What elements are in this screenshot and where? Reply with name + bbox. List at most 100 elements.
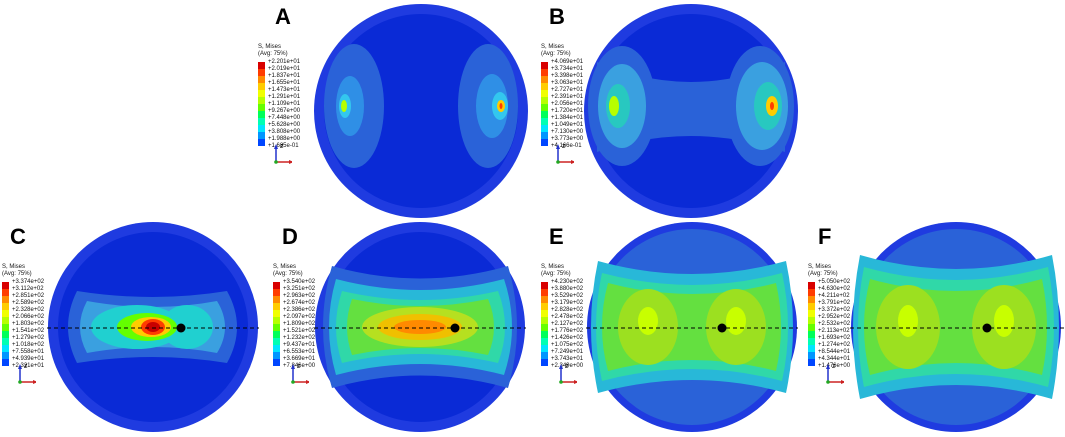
svg-text:z: z — [280, 143, 284, 150]
legend-swatch — [541, 345, 548, 352]
legend-swatch — [273, 352, 280, 359]
svg-text:z: z — [297, 363, 301, 370]
legend-swatch — [808, 345, 815, 352]
legend-value: +1.274e+02 — [818, 342, 851, 348]
legend-value: +9.437e+01 — [283, 342, 316, 348]
legend-value: +3.179e+02 — [551, 300, 584, 306]
legend-value: +2.391e+01 — [551, 94, 584, 100]
legend-swatch — [541, 282, 548, 289]
legend-swatch — [541, 317, 548, 324]
legend-swatch — [258, 125, 265, 132]
legend-value: +4.344e+01 — [818, 356, 851, 362]
legend-value: +2.727e+01 — [551, 87, 584, 93]
legend-value: +1.655e+01 — [268, 80, 301, 86]
legend-swatch — [541, 310, 548, 317]
contour-plot-d — [314, 222, 526, 432]
legend-value: +6.553e+01 — [283, 349, 316, 355]
legend-swatch — [808, 352, 815, 359]
legend-swatch — [273, 359, 280, 366]
legend-value: +1.049e+01 — [551, 122, 584, 128]
legend-title: S, Mises — [541, 264, 565, 270]
legend-title: S, Mises — [273, 264, 297, 270]
legend-b: S, Mises (Avg: 75%) +4.069e+01 +3.734e+01 +3… — [541, 44, 583, 150]
legend-value: +3.743e+01 — [551, 356, 584, 362]
legend-value: +2.963e+02 — [283, 293, 316, 299]
legend-swatch — [541, 90, 548, 97]
legend-value: +2.532e+02 — [818, 321, 851, 327]
legend-swatch — [808, 296, 815, 303]
legend-a: S, Mises (Avg: 75%) +2.201e+01 +2.019e+01 +1… — [258, 44, 300, 150]
legend-swatch — [258, 76, 265, 83]
legend-value: +3.773e+00 — [551, 136, 584, 142]
legend-value: +1.109e+01 — [268, 101, 301, 107]
legend-value: +3.734e+01 — [551, 66, 584, 72]
legend-value: +1.384e+01 — [551, 115, 584, 121]
legend-swatch — [541, 132, 548, 139]
legend-swatch — [541, 97, 548, 104]
legend-value: +1.988e+00 — [268, 136, 301, 142]
legend-swatch — [808, 338, 815, 345]
legend-swatch — [541, 296, 548, 303]
legend-swatch — [2, 289, 9, 296]
legend-value: +2.056e+01 — [551, 101, 584, 107]
contour-plot-a — [314, 4, 528, 218]
legend-value: +2.127e+02 — [551, 321, 584, 327]
legend-value: +3.808e+00 — [268, 129, 301, 135]
legend-value: +3.540e+02 — [283, 279, 316, 285]
legend-value: +7.249e+01 — [551, 349, 584, 355]
legend-swatch — [541, 324, 548, 331]
legend-swatch — [541, 83, 548, 90]
legend-value: +2.019e+01 — [268, 66, 301, 72]
legend-value: +7.846e+00 — [283, 363, 316, 369]
legend-value: +1.803e+02 — [12, 321, 45, 327]
legend-swatch — [273, 303, 280, 310]
legend-swatch — [2, 324, 9, 331]
legend-swatch — [808, 310, 815, 317]
legend-swatch — [541, 76, 548, 83]
contour-plot-c — [47, 222, 259, 432]
panel-label-c: C — [10, 224, 26, 249]
legend-value: +4.630e+02 — [818, 286, 851, 292]
axis-triad-b: z x — [556, 143, 574, 164]
legend-value: +3.374e+02 — [12, 279, 45, 285]
legend-value: +2.349e+00 — [551, 363, 584, 369]
legend-swatch — [273, 310, 280, 317]
legend-swatch — [258, 83, 265, 90]
contour-plot-b — [584, 4, 798, 218]
legend-value: +1.693e+02 — [818, 335, 851, 341]
legend-swatch — [258, 104, 265, 111]
legend-swatch — [273, 296, 280, 303]
svg-text:z: z — [565, 363, 569, 370]
legend-f: S, Mises (Avg: 75%) +5.050e+02 +4.630e+02 +4… — [808, 264, 850, 370]
legend-value: +5.050e+02 — [818, 279, 851, 285]
legend-value: +3.529e+02 — [551, 293, 584, 299]
legend-swatch — [258, 90, 265, 97]
legend-value: +4.069e+01 — [551, 59, 584, 65]
legend-value: +3.880e+02 — [551, 286, 584, 292]
legend-value: +3.398e+01 — [551, 73, 584, 79]
legend-swatch — [258, 69, 265, 76]
svg-text:z: z — [832, 363, 836, 370]
axis-triad-d: z x — [291, 363, 309, 384]
legend-value: +1.521e+02 — [283, 328, 316, 334]
legend-swatch — [273, 289, 280, 296]
legend-swatch — [258, 118, 265, 125]
svg-text:z: z — [562, 143, 566, 150]
legend-swatch — [2, 310, 9, 317]
legend-value: +4.939e+01 — [12, 356, 45, 362]
legend-value: +2.851e+02 — [12, 293, 45, 299]
axis-triad-f: z x — [826, 363, 844, 384]
legend-swatch — [808, 324, 815, 331]
legend-swatch — [808, 359, 815, 366]
legend-value: +1.426e+02 — [551, 335, 584, 341]
legend-subtitle: (Avg: 75%) — [2, 271, 32, 277]
legend-swatch — [273, 324, 280, 331]
legend-title: S, Mises — [541, 44, 565, 50]
legend-subtitle: (Avg: 75%) — [541, 271, 571, 277]
legend-swatch — [808, 331, 815, 338]
legend-swatch — [2, 317, 9, 324]
legend-value: +7.448e+00 — [268, 115, 301, 121]
legend-value: +1.279e+02 — [12, 335, 45, 341]
legend-value: +1.291e+01 — [268, 94, 301, 100]
legend-subtitle: (Avg: 75%) — [273, 271, 303, 277]
